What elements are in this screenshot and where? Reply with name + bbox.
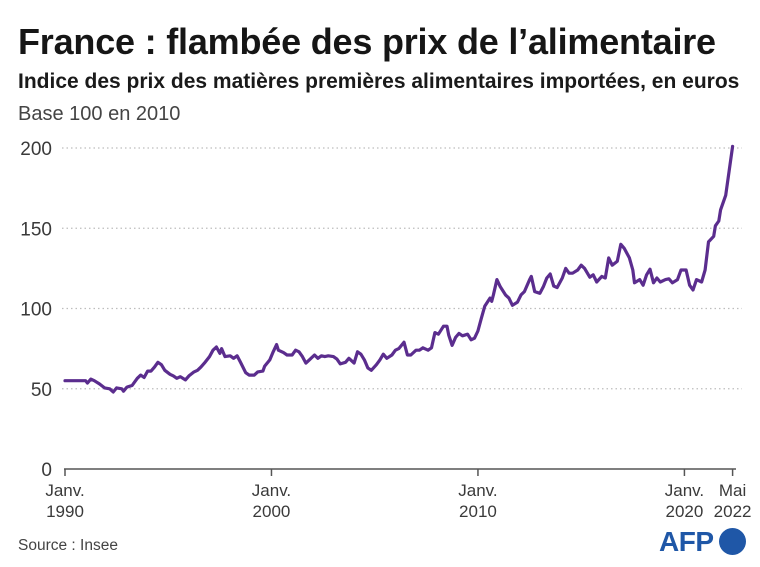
x-tick-label: 2020 — [666, 502, 704, 521]
chart-subtitle: Indice des prix des matières premières a… — [18, 70, 740, 93]
y-tick-label: 50 — [31, 380, 52, 401]
y-tick-label: 150 — [20, 219, 52, 240]
series-line — [63, 144, 735, 394]
x-tick-label: 2000 — [253, 502, 291, 521]
x-tick-label: Mai — [719, 481, 746, 500]
x-tick-label: 2022 — [714, 502, 752, 521]
source-note: Source : Insee — [18, 537, 118, 554]
y-tick-label: 200 — [20, 139, 52, 160]
x-tick-label: Janv. — [252, 481, 291, 500]
x-tick-label: 1990 — [46, 502, 84, 521]
x-tick-label: Janv. — [458, 481, 497, 500]
y-tick-label: 0 — [41, 460, 52, 481]
x-tick-label: Janv. — [665, 481, 704, 500]
afp-logo-dot-icon — [719, 528, 746, 555]
x-tick-label: Janv. — [45, 481, 84, 500]
chart-title: France : flambée des prix de l’alimentai… — [18, 21, 716, 62]
y-axis-label: Base 100 en 2010 — [18, 103, 181, 125]
x-tick-label: 2010 — [459, 502, 497, 521]
y-tick-label: 100 — [20, 300, 52, 321]
afp-logo-text: AFP — [659, 526, 714, 557]
